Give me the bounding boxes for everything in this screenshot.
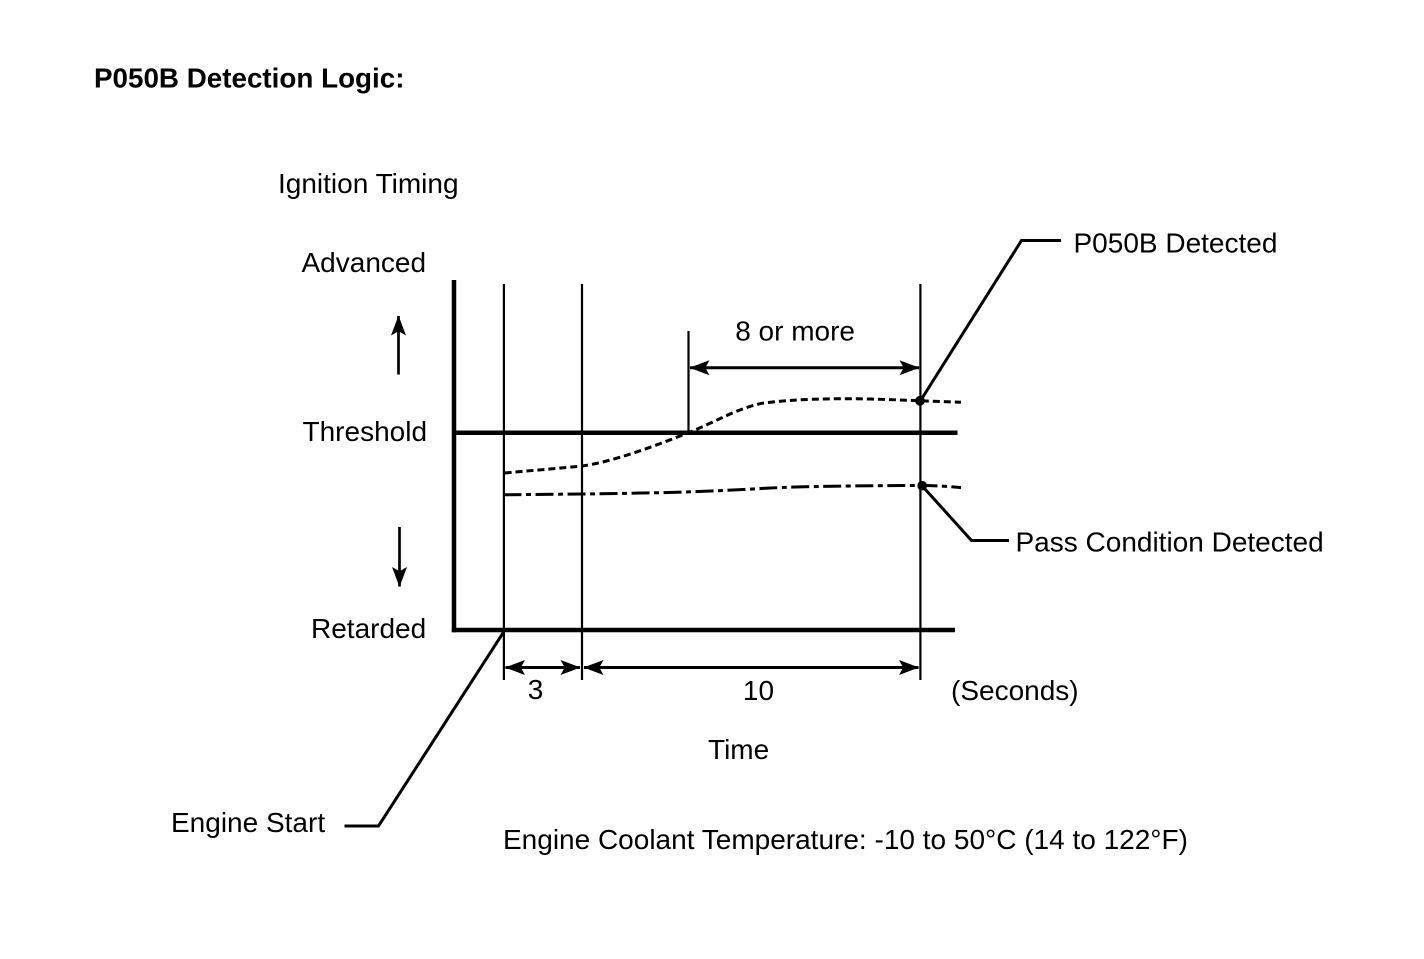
svg-text:Ignition Timing: Ignition Timing [278,168,459,199]
svg-text:(Seconds): (Seconds) [951,675,1079,706]
svg-text:Threshold: Threshold [303,416,428,447]
svg-text:10: 10 [743,675,774,706]
svg-text:Advanced: Advanced [302,247,427,278]
svg-text:Engine Start: Engine Start [171,807,325,838]
svg-text:8 or more: 8 or more [735,316,855,347]
svg-text:P050B Detected: P050B Detected [1074,228,1278,259]
svg-text:P050B Detection Logic:: P050B Detection Logic: [94,63,404,94]
svg-text:Engine Coolant Temperature: -1: Engine Coolant Temperature: -10 to 50°C … [503,824,1188,855]
svg-text:3: 3 [528,674,544,705]
svg-text:Pass Condition Detected: Pass Condition Detected [1016,526,1324,557]
svg-text:Time: Time [708,734,769,765]
svg-text:Retarded: Retarded [311,613,426,644]
